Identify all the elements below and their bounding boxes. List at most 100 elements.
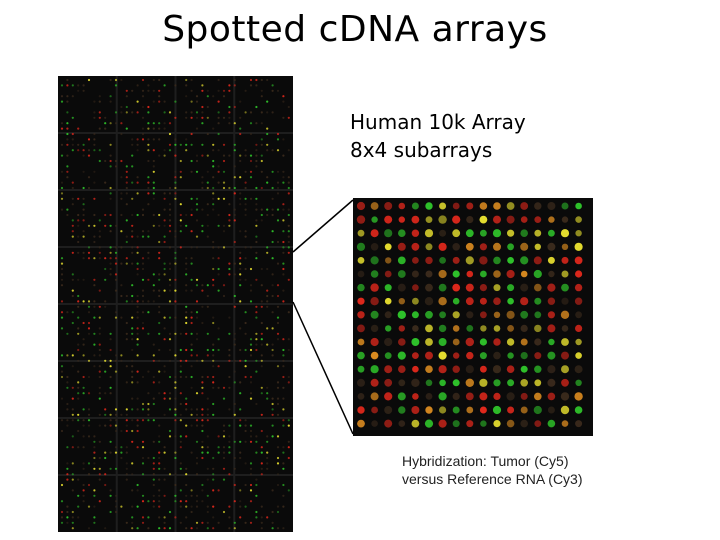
array-spot	[249, 170, 253, 173]
array-spot	[282, 289, 285, 292]
array-spot	[190, 246, 193, 249]
zoomed-spot	[575, 270, 583, 278]
array-spot	[201, 386, 204, 389]
array-spot	[212, 516, 215, 519]
array-spot	[66, 170, 69, 173]
array-spot	[141, 213, 145, 217]
zoomed-spot	[465, 242, 474, 251]
array-spot	[136, 213, 139, 217]
array-spot	[239, 419, 242, 422]
array-spot	[249, 354, 253, 357]
array-spot	[271, 213, 274, 217]
array-spot	[109, 424, 112, 427]
array-spot	[163, 149, 166, 152]
array-spot	[212, 527, 215, 530]
array-spot	[282, 505, 285, 508]
array-spot	[87, 473, 91, 476]
zoomed-spot	[520, 283, 529, 292]
array-spot	[125, 478, 128, 481]
array-spot	[152, 284, 155, 287]
array-spot	[185, 305, 188, 308]
array-spot	[77, 305, 80, 308]
array-spot	[136, 429, 139, 433]
array-spot	[152, 149, 155, 152]
array-spot	[158, 381, 161, 384]
array-spot	[82, 278, 85, 281]
array-spot	[163, 84, 166, 87]
array-spot	[168, 429, 172, 433]
array-spot	[212, 489, 215, 492]
array-spot	[233, 262, 236, 265]
array-spot	[195, 462, 199, 465]
array-spot	[77, 240, 80, 244]
array-spot	[104, 370, 107, 373]
array-spot	[266, 327, 269, 330]
array-spot	[179, 489, 182, 492]
array-spot	[287, 224, 290, 227]
zoomed-spot	[370, 378, 379, 387]
array-spot	[60, 273, 64, 276]
zoomed-spot	[479, 338, 487, 346]
array-spot	[201, 521, 204, 524]
array-spot	[174, 257, 177, 260]
array-spot	[206, 224, 209, 227]
array-spot	[276, 170, 280, 173]
array-spot	[206, 305, 209, 308]
array-spot	[141, 402, 145, 406]
zoomed-spot	[439, 257, 446, 264]
array-spot	[158, 494, 161, 497]
array-spot	[71, 203, 74, 206]
array-spot	[71, 197, 74, 200]
array-spot	[222, 154, 226, 157]
array-spot	[271, 111, 274, 114]
array-spot	[266, 100, 269, 103]
array-spot	[136, 300, 139, 303]
array-spot	[201, 408, 204, 411]
array-spot	[77, 446, 80, 449]
array-spot	[287, 375, 290, 379]
array-spot	[239, 273, 242, 276]
array-spot	[120, 122, 123, 125]
zoomed-spot	[425, 283, 433, 292]
array-spot	[60, 257, 64, 260]
zoomed-spot	[425, 406, 433, 414]
array-spot	[217, 181, 220, 184]
array-spot	[141, 456, 145, 460]
array-spot	[239, 127, 242, 130]
array-spot	[228, 84, 231, 87]
array-spot	[131, 224, 134, 227]
array-spot	[158, 138, 161, 141]
array-spot	[266, 305, 269, 308]
array-spot	[93, 213, 96, 217]
zoomed-spot	[424, 229, 434, 238]
array-spot	[152, 197, 155, 200]
array-spot	[276, 462, 280, 465]
array-spot	[228, 408, 231, 411]
array-spot	[158, 224, 161, 227]
array-spot	[244, 267, 247, 271]
array-spot	[104, 413, 107, 416]
zoomed-spot	[479, 202, 488, 210]
array-spot	[104, 456, 107, 460]
array-spot	[282, 262, 285, 265]
array-spot	[271, 424, 274, 427]
array-spot	[195, 408, 199, 411]
array-spot	[239, 278, 242, 281]
array-spot	[244, 246, 247, 249]
array-spot	[185, 483, 188, 487]
array-spot	[174, 100, 177, 103]
array-spot	[255, 165, 258, 168]
array-spot	[287, 116, 290, 119]
array-spot	[158, 240, 161, 244]
array-spot	[120, 446, 123, 449]
array-spot	[120, 316, 123, 319]
array-spot	[114, 278, 118, 281]
array-spot	[287, 440, 290, 443]
array-spot	[201, 500, 204, 503]
array-spot	[93, 224, 96, 227]
array-spot	[190, 170, 193, 173]
array-spot	[168, 435, 172, 438]
zoomed-spot	[465, 378, 474, 387]
array-spot	[260, 386, 263, 389]
array-spot	[185, 213, 188, 217]
